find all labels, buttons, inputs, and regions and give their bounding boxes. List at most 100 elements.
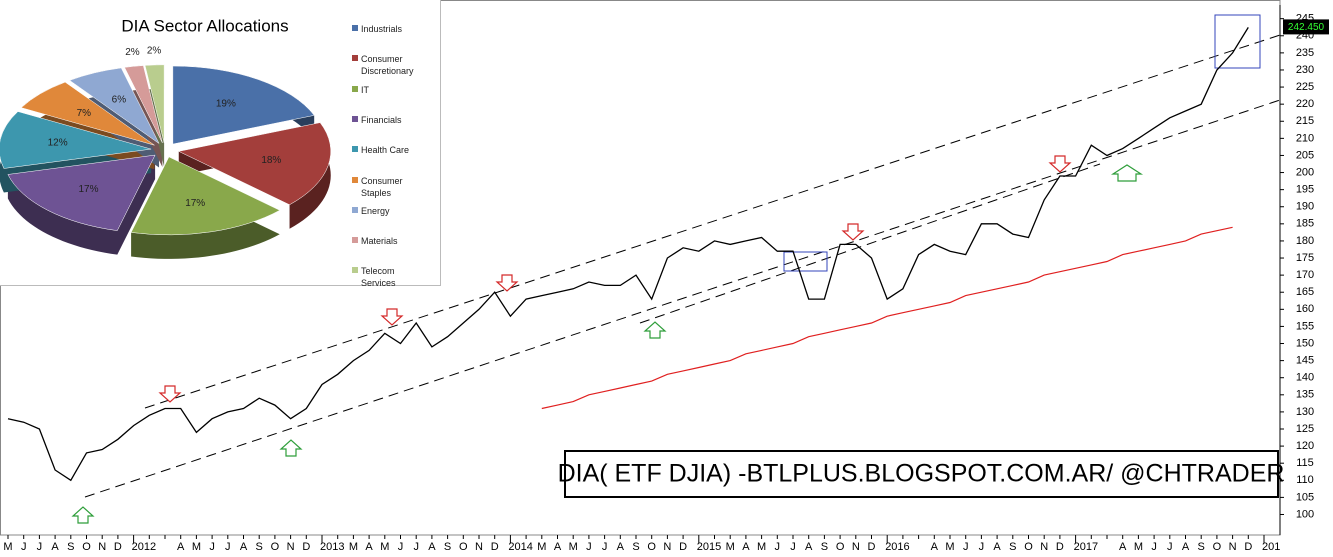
y-tick-label: 110	[1296, 474, 1314, 486]
pie-slice	[69, 67, 160, 144]
y-tick-label: 115	[1296, 457, 1314, 469]
pie-slice	[124, 65, 163, 144]
legend-swatch	[352, 25, 358, 31]
y-tick-label: 155	[1296, 320, 1314, 332]
x-tick-label: N	[663, 541, 671, 553]
x-tick-label: M	[349, 541, 358, 553]
pie-slice	[130, 156, 281, 236]
up-arrow	[71, 506, 95, 524]
up-arrow	[1110, 164, 1144, 182]
legend-label: Materials	[361, 236, 398, 247]
x-tick-label: M	[569, 541, 578, 553]
x-tick-label: M	[380, 541, 389, 553]
down-arrow	[1048, 155, 1072, 173]
x-tick-label: 2012	[132, 541, 156, 553]
x-tick-label: S	[1198, 541, 1205, 553]
x-tick-label: A	[428, 541, 436, 553]
y-tick-label: 165	[1296, 286, 1314, 298]
x-tick-label: A	[993, 541, 1001, 553]
x-tick-label: D	[114, 541, 122, 553]
pie-value-label: 6%	[112, 94, 127, 105]
last-price-label: 242.450	[1288, 22, 1325, 33]
legend-item: Energy	[352, 205, 432, 217]
y-tick-label: 200	[1296, 166, 1314, 178]
annotation-box	[564, 450, 1279, 498]
legend-label: Industrials	[361, 24, 403, 34]
x-tick-label: A	[1119, 541, 1127, 553]
pie-chart: DIA Sector Allocations 19% 18% 17% 17% 12% 7%…	[0, 16, 331, 259]
pie-value-label: 17%	[78, 184, 98, 195]
y-tick-label: 195	[1296, 184, 1314, 196]
x-tick-label: N	[287, 541, 295, 553]
x-tick-label: S	[444, 541, 451, 553]
x-tick-label: 2017	[1074, 541, 1098, 553]
x-tick-label: S	[67, 541, 74, 553]
x-tick-label: 2014	[508, 541, 532, 553]
legend-swatch	[352, 85, 358, 92]
x-tick-label: J	[602, 541, 608, 553]
x-tick-label: J	[21, 541, 27, 553]
buy-arrows	[71, 164, 1144, 524]
pie-slice	[177, 122, 331, 206]
y-tick-label: 180	[1296, 235, 1314, 247]
up-arrow	[643, 321, 667, 339]
x-tick-label: A	[51, 541, 59, 553]
x-tick-label: 201	[1262, 541, 1280, 553]
x-tick-label: J	[209, 541, 215, 553]
x-tick-label: J	[1167, 541, 1173, 553]
y-tick-label: 215	[1296, 115, 1314, 127]
legend-item: Financials	[352, 114, 432, 126]
legend-item: Materials	[352, 235, 432, 247]
x-tick-label: J	[979, 541, 985, 553]
pie-slice	[7, 154, 156, 231]
x-tick-label: J	[586, 541, 592, 553]
pie-panel: DIA Sector Allocations 19% 18% 17% 17% 12% 7%…	[0, 0, 441, 288]
legend-swatch	[352, 267, 358, 274]
y-tick-label: 130	[1296, 406, 1314, 418]
legend-label: Consumer Discretionary	[361, 54, 414, 77]
legend-swatch	[352, 115, 358, 122]
legend-swatch	[352, 206, 358, 213]
y-tick-label: 170	[1296, 269, 1314, 281]
x-tick-label: N	[475, 541, 483, 553]
upper-channel-line	[144, 34, 1281, 409]
x-tick-label: A	[365, 541, 373, 553]
pie-slice	[172, 65, 315, 145]
legend-label: Health Care	[361, 145, 410, 156]
x-tick-label: 2016	[885, 541, 909, 553]
pie-value-label: 2%	[125, 47, 140, 58]
down-arrow	[841, 223, 865, 241]
x-tick-label: A	[931, 541, 939, 553]
x-tick-label: A	[742, 541, 750, 553]
x-tick-label: 2013	[320, 541, 344, 553]
pie-slice	[20, 81, 155, 146]
pie-value-label: 19%	[216, 99, 236, 110]
y-tick-label: 175	[1296, 252, 1314, 264]
legend-label: Financials	[361, 114, 402, 125]
x-tick-label: O	[1024, 541, 1033, 553]
x-tick-label: J	[413, 541, 419, 553]
y-tick-label: 140	[1296, 372, 1314, 384]
x-tick-label: D	[1244, 541, 1252, 553]
x-tick-label: J	[775, 541, 781, 553]
x-tick-label: J	[1151, 541, 1157, 553]
x-tick-label: O	[1213, 541, 1222, 553]
down-arrow	[380, 308, 404, 326]
x-tick-label: A	[805, 541, 813, 553]
y-tick-label: 235	[1296, 47, 1314, 59]
y-tick-label: 160	[1296, 303, 1314, 315]
x-tick-label: M	[945, 541, 954, 553]
x-tick-label: N	[1040, 541, 1048, 553]
legend-item: IT	[352, 84, 432, 96]
legend-swatch	[352, 237, 358, 244]
x-tick-label: M	[3, 541, 12, 553]
y-tick-label: 185	[1296, 218, 1314, 230]
pie-value-label: 17%	[185, 198, 205, 209]
x-tick-label: N	[98, 541, 106, 553]
legend-label: Consumer Staples	[361, 175, 403, 198]
x-tick-label: O	[271, 541, 280, 553]
legend-swatch	[352, 176, 358, 183]
x-tick-label: M	[192, 541, 201, 553]
x-tick-label: A	[554, 541, 562, 553]
